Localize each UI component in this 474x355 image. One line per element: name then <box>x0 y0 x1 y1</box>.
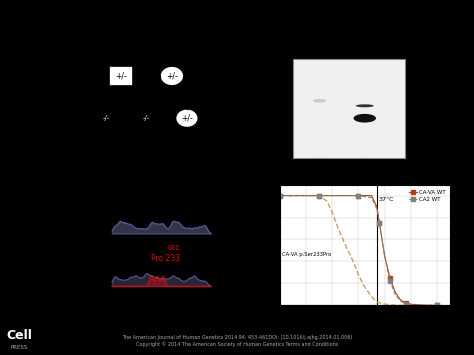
Bar <box>135 109 158 128</box>
Text: +/-: +/- <box>181 114 193 123</box>
Bar <box>109 66 133 86</box>
Text: Index: Index <box>76 252 106 262</box>
Text: +/-: +/- <box>166 71 178 81</box>
Ellipse shape <box>313 99 327 103</box>
Text: PRESS: PRESS <box>10 345 27 350</box>
Text: 70-: 70- <box>283 77 292 82</box>
Text: WT: WT <box>85 206 102 215</box>
Text: 37°C: 37°C <box>378 197 393 202</box>
Text: CA-VA p.Ser233Pro: CA-VA p.Ser233Pro <box>283 252 331 257</box>
Text: WT: WT <box>314 159 325 165</box>
Text: 100-: 100- <box>279 67 292 72</box>
Text: 55-: 55- <box>283 87 292 92</box>
Text: A: A <box>76 51 84 61</box>
Text: C: C <box>270 51 278 61</box>
Text: 2: 2 <box>169 91 174 100</box>
Text: Ser 233: Ser 233 <box>151 208 181 217</box>
Text: M: M <box>362 159 368 165</box>
Text: +/-: +/- <box>115 71 127 81</box>
Text: 5'...ATGCGCCCG: 5'...ATGCGCCCG <box>115 245 174 251</box>
Bar <box>292 59 405 158</box>
Circle shape <box>160 66 184 86</box>
X-axis label: Temperature (°C): Temperature (°C) <box>332 323 398 333</box>
Text: Cell: Cell <box>6 329 32 342</box>
Text: GCGAGTGG...3': GCGAGTGG...3' <box>177 245 233 251</box>
Text: 1: 1 <box>118 91 124 100</box>
Text: 130-: 130- <box>279 60 292 65</box>
Text: 2: 2 <box>144 131 149 140</box>
Text: Pro 233: Pro 233 <box>151 254 180 263</box>
Text: 25-: 25- <box>283 134 292 140</box>
Legend: CA-VA WT, CA2 WT: CA-VA WT, CA2 WT <box>406 187 447 204</box>
Y-axis label: Activity (%): Activity (%) <box>246 223 255 267</box>
Text: -/-: -/- <box>143 115 150 121</box>
Text: 5'...ATGCGCCCGAGCGAGTGG...3': 5'...ATGCGCCCGAGCGAGTGG...3' <box>115 200 234 206</box>
Text: 1: 1 <box>103 131 109 140</box>
Text: Figure 1: Figure 1 <box>215 20 259 30</box>
Ellipse shape <box>356 104 374 107</box>
Text: -/-: -/- <box>102 115 109 121</box>
Text: II: II <box>68 114 73 123</box>
Text: GGG: GGG <box>167 245 180 251</box>
Text: D: D <box>242 179 251 189</box>
Circle shape <box>175 109 198 128</box>
Text: 3: 3 <box>184 131 190 140</box>
Text: 35-: 35- <box>283 114 292 120</box>
Text: The American Journal of Human Genetics 2014 94, 453-461DOI: (10.1016/j.ajhg.2014: The American Journal of Human Genetics 2… <box>122 335 352 346</box>
Text: I: I <box>70 71 73 81</box>
Ellipse shape <box>354 114 376 122</box>
Text: B: B <box>76 184 84 194</box>
Circle shape <box>94 109 117 128</box>
